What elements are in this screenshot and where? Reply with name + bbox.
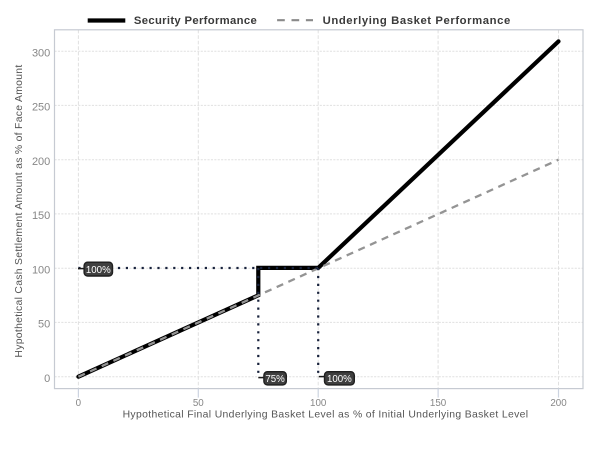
- svg-text:100: 100: [310, 398, 327, 409]
- svg-text:100: 100: [32, 264, 50, 276]
- svg-text:0: 0: [76, 398, 82, 409]
- svg-text:200: 200: [550, 398, 567, 409]
- svg-text:150: 150: [430, 398, 447, 409]
- svg-text:Security Performance: Security Performance: [134, 15, 257, 27]
- svg-text:300: 300: [32, 47, 50, 59]
- svg-text:Hypothetical Final Underlying: Hypothetical Final Underlying Basket Lev…: [123, 410, 529, 421]
- svg-text:250: 250: [32, 102, 50, 114]
- svg-text:0: 0: [44, 373, 50, 385]
- svg-text:50: 50: [38, 319, 50, 331]
- svg-text:75%: 75%: [265, 374, 285, 385]
- svg-text:50: 50: [193, 398, 204, 409]
- svg-text:150: 150: [32, 210, 50, 222]
- svg-text:200: 200: [32, 156, 50, 168]
- svg-text:Hypothetical Cash Settlement A: Hypothetical Cash Settlement Amount as %…: [14, 64, 25, 357]
- svg-text:100%: 100%: [327, 374, 352, 385]
- svg-text:100%: 100%: [86, 265, 111, 276]
- svg-text:Underlying Basket Performance: Underlying Basket Performance: [323, 15, 511, 27]
